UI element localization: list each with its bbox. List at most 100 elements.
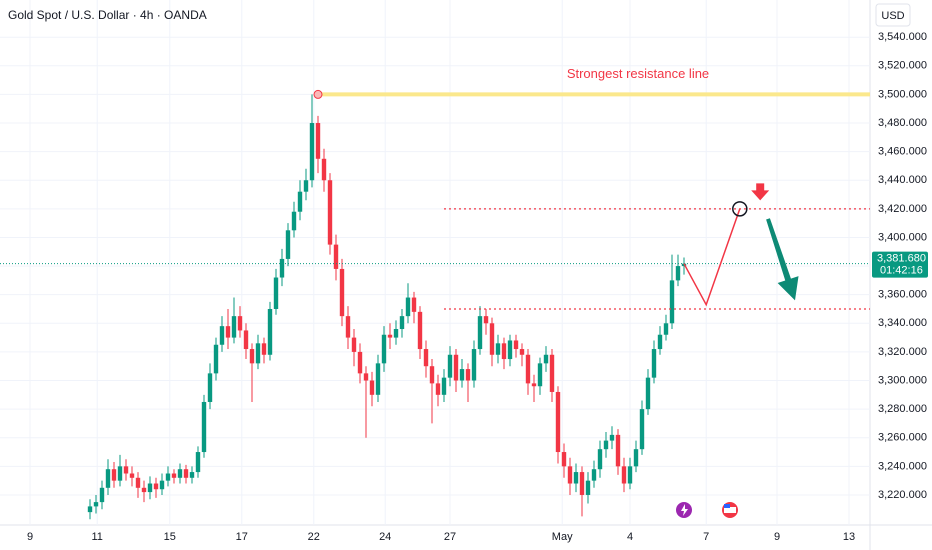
resistance-label: Strongest resistance line [567,66,709,81]
candle-body [519,349,525,355]
candle-body [399,316,405,330]
candle-body [573,472,579,484]
candle-body [585,480,591,495]
candle-body [363,373,369,381]
candle-body [333,244,339,269]
y-tick-label: 3,480.000 [878,117,927,129]
currency[interactable]: USD [881,10,904,22]
candle-body [609,434,615,441]
y-tick-label: 3,500.000 [878,88,927,100]
candle-body [261,343,267,355]
candle-body [489,323,495,355]
x-tick-label: 9 [774,531,780,543]
x-tick-label: 24 [379,531,391,543]
candle-body [411,297,417,312]
plot [0,89,870,520]
y-tick-label: 3,220.000 [878,489,927,501]
y-tick-label: 3,340.000 [878,317,927,329]
candle-body [657,334,663,350]
candle-body [351,337,357,352]
candle-body [429,366,435,384]
candle-body [183,469,189,478]
y-tick-label: 3,240.000 [878,460,927,472]
candle-body [441,377,447,395]
candle-body [159,480,165,490]
candle-body [147,483,153,493]
candle-body [267,308,273,355]
candle-body [591,469,597,481]
candle-body [387,334,393,338]
x-tick-label: 4 [627,531,633,543]
candle-body [513,340,519,350]
candle-body [543,354,549,364]
candle-body [393,329,399,338]
candle-body [141,487,147,493]
candle-body [621,466,627,484]
candle-body [219,326,225,345]
chart-title: Gold Spot / U.S. Dollar · 4h · OANDA [8,8,207,22]
x-tick-label: May [552,531,573,543]
projection-path [683,208,741,307]
candle-body [525,354,531,384]
candle-body [435,383,441,395]
candle-body [465,369,471,381]
candle-body [177,469,183,478]
candle-body [255,343,261,364]
y-tick-label: 3,280.000 [878,403,927,415]
candle-body [357,351,363,374]
candle-body [627,466,633,484]
y-tick-label: 3,360.000 [878,289,927,301]
candle-body [213,344,219,374]
candle-body [153,483,159,490]
x-tick-label: 7 [703,531,709,543]
last-price-box [872,251,928,278]
candle-body [309,123,315,181]
candle-body [225,326,231,338]
candle-body [99,487,105,503]
candle-body [291,211,297,231]
x-tick-label: 13 [843,531,855,543]
candle-body [453,354,459,381]
candle-body [297,191,303,212]
resistance-anchor [313,89,323,99]
candle-body [471,349,477,381]
candle-body [633,449,639,467]
candle-body [501,343,507,360]
candle-body [549,354,555,392]
candle-body [459,369,465,381]
y-tick-label: 3,420.000 [878,203,927,215]
candle-body [645,377,651,410]
candle-body [339,268,345,317]
candle-body [117,466,123,481]
candle-body [303,180,309,192]
sell-marker [751,183,770,201]
y-tick-label: 3,460.000 [878,146,927,158]
candle-body [243,330,249,350]
y-tick-label: 3,540.000 [878,31,927,43]
candle-body [417,311,423,350]
down-arrow [766,218,799,301]
candle-body [279,258,285,278]
candle-body [369,380,375,395]
candle-body [579,472,585,495]
candle-body [537,363,543,387]
candle-body [639,409,645,450]
candle-body [111,469,117,481]
candle-body [207,373,213,402]
countdown: 01:42:16 [880,265,923,277]
x-tick-label: 11 [91,531,102,543]
candle-body [321,158,327,181]
candle-body [273,277,279,309]
candle-body [375,363,381,395]
candle-body [171,473,177,478]
event-icon-glyph [724,504,730,508]
candle-body [315,123,321,159]
currency-box[interactable] [875,3,911,27]
y-tick-label: 3,400.000 [878,231,927,243]
candle-body [483,316,489,324]
last-price-label: 3,381.680 [877,253,926,265]
candle-body [195,452,201,473]
candle-body [105,469,111,488]
candle-body [327,180,333,245]
candle-body [135,477,141,488]
